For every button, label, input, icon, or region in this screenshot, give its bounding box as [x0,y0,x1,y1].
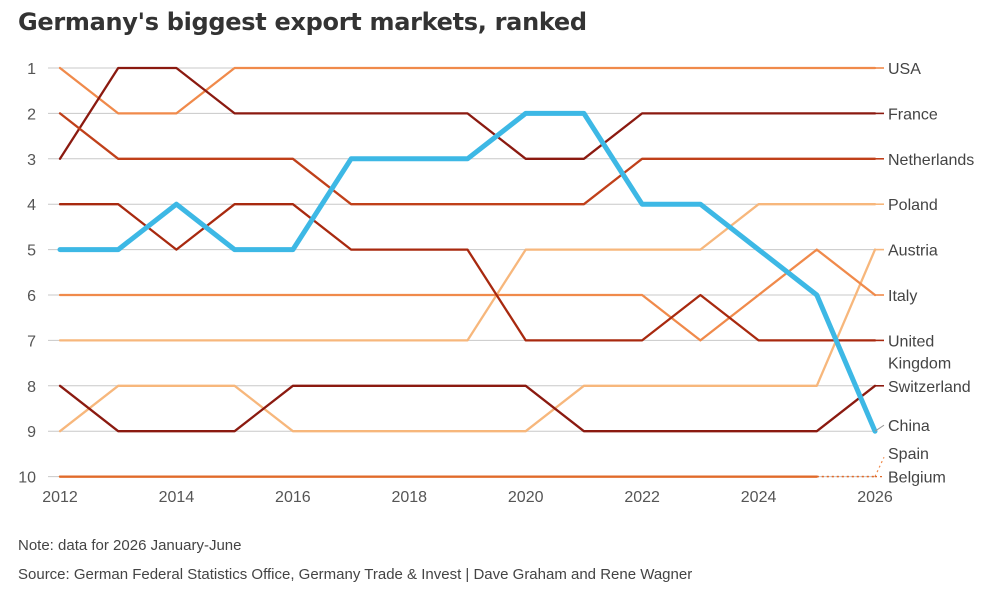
series-labels: USA France Netherlands Poland Austria Italy Un… [874,61,974,487]
series-line-switzerland [58,384,877,433]
series-line-china [57,110,878,434]
x-tick-2016: 2016 [275,489,311,506]
series-label-spain: Spain [888,446,929,463]
x-tick-2020: 2020 [508,489,544,506]
series-label-line: Austria [888,243,938,260]
series-label-usa: USA [888,61,921,78]
series-line-poland [58,203,877,342]
y-tick-3: 3 [27,152,36,169]
series-label-poland: Poland [888,197,938,214]
series-line-usa [58,66,877,115]
series-label-switzerland: Switzerland [888,379,971,396]
series-lines [57,66,878,478]
series-label-line: Kingdom [888,355,951,372]
y-tick-1: 1 [27,61,36,78]
rank-chart: 1 2 3 4 5 6 7 8 9 10 2012 2014 2016 2018 2020 2022 2024… [18,61,974,506]
y-tick-7: 7 [27,333,36,350]
y-tick-6: 6 [27,288,36,305]
series-label-line: Netherlands [888,152,974,169]
x-tick-2014: 2014 [159,489,195,506]
x-tick-2012: 2012 [42,489,78,506]
series-label-france: France [888,106,938,123]
series-label-netherlands: Netherlands [888,152,974,169]
label-leader-spain [874,456,885,477]
series-line-united-kingdom [58,203,877,342]
gridlines [48,67,875,478]
series-label-china: China [888,418,930,435]
y-tick-8: 8 [27,379,36,396]
x-tick-2022: 2022 [624,489,660,506]
series-label-line: Italy [888,288,917,305]
series-label-belgium: Belgium [888,470,946,487]
series-label-united-kingdom: United Kingdom [888,333,951,372]
y-tick-4: 4 [27,197,36,214]
source-line: Source: German Federal Statistics Office… [18,566,693,583]
x-axis-ticks: 2012 2014 2016 2018 2020 2022 2024 2026 [42,489,893,506]
series-line-france [58,66,877,160]
y-tick-10: 10 [18,470,36,487]
series-label-austria: Austria [888,243,938,260]
series-label-line: Spain [888,446,929,463]
chart-title: Germany's biggest export markets, ranked [18,8,587,36]
series-label-line: Belgium [888,470,946,487]
label-leader-china [874,424,885,432]
series-line-italy [58,248,877,342]
y-tick-9: 9 [27,424,36,441]
series-label-line: Switzerland [888,379,971,396]
series-label-italy: Italy [888,288,917,305]
series-label-line: China [888,418,930,435]
series-label-line: France [888,106,938,123]
series-line-austria [58,248,877,433]
y-tick-5: 5 [27,243,36,260]
x-tick-2018: 2018 [391,489,427,506]
x-tick-2026: 2026 [857,489,893,506]
y-axis-ticks: 1 2 3 4 5 6 7 8 9 10 [18,61,36,487]
series-line-netherlands [58,112,877,206]
series-label-line: Poland [888,197,938,214]
series-label-line: USA [888,61,921,78]
footnote: Note: data for 2026 January-June [18,537,242,554]
x-tick-2024: 2024 [741,489,777,506]
y-tick-2: 2 [27,106,36,123]
series-label-line: United [888,333,934,350]
